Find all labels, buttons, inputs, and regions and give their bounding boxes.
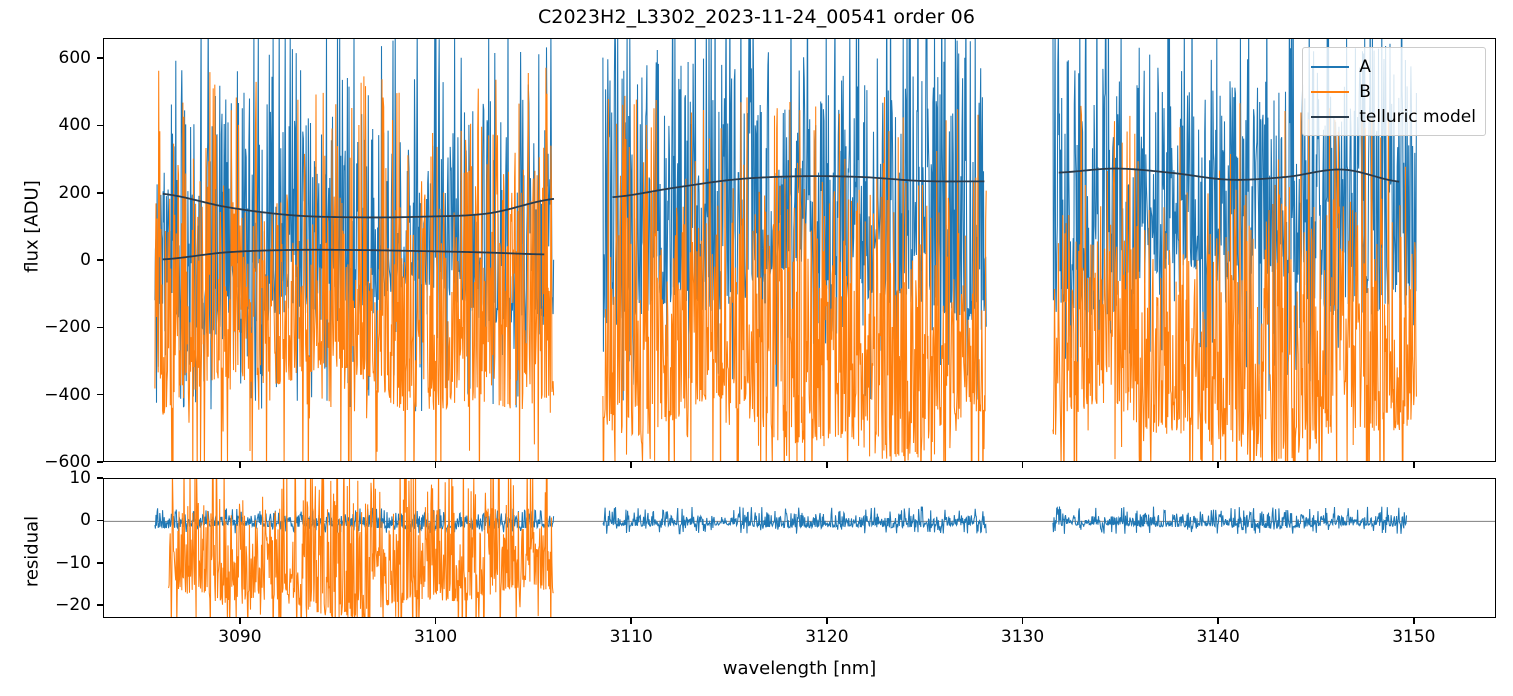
flux-y-tick-mark — [97, 393, 103, 396]
flux-y-tick-label: 200 — [58, 182, 91, 203]
wavelength-axis-label: wavelength [nm] — [722, 658, 877, 679]
flux-y-tick-label: 600 — [58, 48, 91, 69]
flux-x-tick-mark — [434, 462, 437, 468]
residual-plot-panel — [103, 478, 1496, 618]
wavelength-tick-mark — [1021, 618, 1024, 624]
spectrum-trace — [154, 67, 555, 461]
residual-y-tick-mark — [97, 562, 103, 564]
legend-item-label: B — [1359, 81, 1371, 102]
legend-item-label: A — [1359, 56, 1371, 77]
wavelength-tick-mark — [630, 618, 633, 624]
wavelength-tick-label: 3130 — [1000, 627, 1045, 647]
flux-y-tick-label: 400 — [58, 115, 91, 136]
wavelength-tick-mark — [1413, 618, 1415, 624]
flux-y-tick-label: −200 — [44, 317, 91, 338]
spectrum-trace — [602, 95, 987, 461]
legend-item-telluric-model: telluric model — [1311, 104, 1476, 129]
spectrum-trace — [602, 506, 987, 535]
telluric-model-curve — [162, 248, 545, 261]
legend-line-icon — [1311, 90, 1350, 93]
residual-y-tick-mark — [97, 519, 103, 522]
flux-y-tick-mark — [97, 461, 103, 463]
flux-y-tick-mark — [97, 259, 103, 261]
wavelength-tick-mark — [1217, 618, 1219, 624]
page-title: C2023H2_L3302_2023-11-24_00541 order 06 — [537, 6, 976, 28]
wavelength-tick-label: 3140 — [1196, 627, 1240, 647]
flux-x-tick-mark — [1217, 462, 1219, 468]
flux-x-tick-mark — [1413, 462, 1415, 468]
residual-plot-canvas — [104, 479, 1495, 617]
flux-y-tick-mark — [97, 326, 103, 329]
wavelength-tick-mark — [239, 618, 241, 624]
legend-line-icon — [1311, 65, 1350, 68]
spectrum-trace — [1052, 506, 1408, 534]
wavelength-tick-label: 3110 — [609, 627, 653, 647]
flux-y-tick-label: −400 — [44, 384, 91, 405]
flux-x-tick-mark — [826, 462, 828, 468]
flux-y-tick-mark — [97, 57, 103, 59]
residual-y-tick-mark — [97, 477, 103, 479]
legend-line-icon — [1311, 115, 1350, 118]
flux-plot-canvas — [154, 39, 1417, 461]
flux-x-tick-mark — [1021, 462, 1024, 468]
legend-item-label: telluric model — [1359, 106, 1476, 127]
flux-y-tick-mark — [97, 124, 103, 127]
legend-item-b: B — [1311, 79, 1476, 104]
wavelength-tick-label: 3090 — [218, 627, 262, 647]
wavelength-tick-label: 3100 — [413, 627, 458, 647]
spectrum-trace — [168, 479, 554, 617]
wavelength-tick-label: 3120 — [805, 627, 849, 647]
flux-y-tick-label: −600 — [44, 452, 91, 472]
telluric-model-curve — [612, 175, 985, 199]
telluric-model-curve — [162, 192, 555, 219]
flux-axis-label: flux [ADU] — [21, 180, 43, 273]
residual-y-tick-label: −20 — [55, 595, 91, 616]
wavelength-tick-label: 3150 — [1392, 627, 1436, 647]
residual-y-tick-label: 10 — [69, 468, 91, 488]
flux-y-tick-mark — [97, 191, 103, 194]
residual-y-tick-mark — [97, 604, 103, 607]
telluric-model-curve — [1058, 167, 1400, 183]
spectrum-trace — [154, 39, 555, 412]
spectrum-trace — [1052, 103, 1417, 461]
residual-y-tick-label: 0 — [80, 510, 91, 531]
wavelength-tick-mark — [434, 618, 437, 624]
residual-y-tick-label: −10 — [55, 552, 91, 573]
legend-item-a: A — [1311, 54, 1476, 79]
flux-x-tick-mark — [239, 462, 241, 468]
flux-y-tick-label: 0 — [80, 250, 91, 271]
wavelength-tick-mark — [826, 618, 828, 624]
flux-x-tick-mark — [630, 462, 633, 468]
